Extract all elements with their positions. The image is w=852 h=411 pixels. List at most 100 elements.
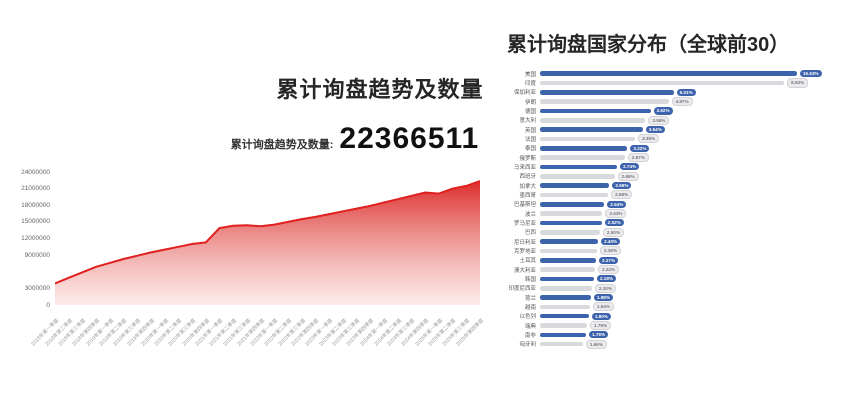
country-value-badge: 2.50% xyxy=(602,227,624,237)
x-tick-label: 2024年第三季度 xyxy=(386,317,417,348)
x-tick-label: 2025年第二季度 xyxy=(427,317,458,348)
country-bar[interactable] xyxy=(540,173,615,179)
country-label: 巴西 xyxy=(524,230,536,237)
country-bar[interactable] xyxy=(540,192,609,198)
country-row: 土耳其 2.27% xyxy=(492,256,844,265)
country-bar[interactable] xyxy=(540,295,591,300)
country-bar[interactable] xyxy=(540,285,592,291)
country-bar[interactable] xyxy=(540,201,605,207)
y-tick-label: 21000000 xyxy=(21,185,50,193)
area-chart[interactable] xyxy=(55,172,480,305)
country-row: 尼日利亚 2.40% xyxy=(492,237,844,246)
country-value-badge: 2.39% xyxy=(600,246,622,256)
country-label: 澳大利亚 xyxy=(513,267,536,274)
trend-chart-title: 累计询盘趋势及数量 xyxy=(276,77,484,102)
country-value-badge: 8.93% xyxy=(787,78,809,88)
country-bar[interactable] xyxy=(540,90,674,95)
x-tick-label: 2018年第一季度 xyxy=(30,317,60,348)
x-tick-label: 2018年第四季度 xyxy=(71,317,102,348)
country-label: 德国 xyxy=(524,108,536,115)
country-label: 印度尼西亚 xyxy=(508,286,536,293)
country-bar[interactable] xyxy=(540,304,590,310)
x-tick-label: 2021年第二季度 xyxy=(208,317,239,348)
country-value-badge: 2.65% xyxy=(617,171,639,181)
x-tick-label: 2019年第二季度 xyxy=(98,317,129,348)
country-row: 德国 3.62% xyxy=(492,106,844,115)
country-label: 克罗地亚 xyxy=(513,248,536,255)
country-bar[interactable] xyxy=(540,313,589,319)
country-value-badge: 3.54% xyxy=(645,126,665,134)
country-bar[interactable] xyxy=(540,145,628,151)
country-value-badge: 4.87% xyxy=(671,97,693,107)
country-bar[interactable] xyxy=(540,267,595,272)
country-row: 克罗地亚 2.39% xyxy=(492,246,844,256)
country-bar[interactable] xyxy=(540,71,797,76)
country-bar[interactable] xyxy=(540,248,598,254)
country-label: 俄罗斯 xyxy=(519,155,536,162)
country-row: 以色列 1.80% xyxy=(492,312,844,321)
country-value-badge: 2.59% xyxy=(612,182,632,190)
country-bar[interactable] xyxy=(540,276,594,282)
country-row: 南非 1.76% xyxy=(492,330,844,339)
country-value-badge: 3.35% xyxy=(638,134,660,144)
x-tick-label: 2021年第三季度 xyxy=(222,317,252,348)
country-label: 南非 xyxy=(524,332,536,339)
trend-line[interactable] xyxy=(55,180,480,285)
country-row: 俄罗斯 2.87% xyxy=(492,153,844,163)
x-tick-label: 2022年第二季度 xyxy=(263,317,294,348)
x-tick-label: 2019年第一季度 xyxy=(84,317,115,348)
country-bar[interactable] xyxy=(540,80,785,86)
y-tick-label: 15000000 xyxy=(21,218,50,226)
trend-stat: 累计询盘趋势及数量: 22366511 xyxy=(120,122,590,156)
x-tick-label: 2024年第二季度 xyxy=(372,317,403,348)
country-bar[interactable] xyxy=(540,183,610,188)
country-bar[interactable] xyxy=(540,341,583,347)
country-chart-title: 累计询盘国家分布（全球前30） xyxy=(507,34,790,56)
country-label: 罗马尼亚 xyxy=(513,220,536,227)
country-bar[interactable] xyxy=(540,332,586,338)
country-value-badge: 2.18% xyxy=(596,275,616,283)
country-label: 马来西亚 xyxy=(513,164,536,171)
country-row: 伊朗 4.87% xyxy=(492,97,844,107)
country-bar[interactable] xyxy=(540,108,651,114)
country-bar[interactable] xyxy=(540,127,643,132)
country-label: 以色列 xyxy=(519,314,536,321)
x-tick-label: 2018年第三季度 xyxy=(57,317,88,348)
country-row: 巴西 2.50% xyxy=(492,227,844,237)
y-tick-label: 24000000 xyxy=(21,168,50,176)
trend-stat-label: 累计询盘趋势及数量: xyxy=(230,139,334,151)
country-value-badge: 3.55% xyxy=(648,115,670,125)
country-value-badge: 2.74% xyxy=(620,163,640,171)
country-value-badge: 1.66% xyxy=(585,339,607,349)
country-row: 西班牙 2.65% xyxy=(492,171,844,181)
country-bar[interactable] xyxy=(540,136,636,142)
area-fill[interactable] xyxy=(55,181,480,305)
country-bar[interactable] xyxy=(540,257,597,263)
country-value-badge: 3.22% xyxy=(630,144,650,152)
country-bar[interactable] xyxy=(540,220,602,226)
country-bar[interactable] xyxy=(540,155,625,160)
country-label: 越南 xyxy=(524,304,536,311)
country-row: 波兰 2.53% xyxy=(492,209,844,219)
country-label: 加拿大 xyxy=(519,183,536,190)
y-tick-label: 3000000 xyxy=(24,284,50,292)
country-bar[interactable] xyxy=(540,211,603,216)
country-value-badge: 2.87% xyxy=(627,153,649,163)
country-bar[interactable] xyxy=(540,239,599,244)
country-row: 英国 3.54% xyxy=(492,125,844,134)
country-label: 美国 xyxy=(524,71,536,78)
country-bar[interactable] xyxy=(540,164,618,170)
x-tick-label: 2021年第一季度 xyxy=(194,317,225,348)
country-bar[interactable] xyxy=(540,323,588,328)
country-bar[interactable] xyxy=(540,99,669,104)
country-label: 韩国 xyxy=(524,276,536,283)
country-row: 法国 3.35% xyxy=(492,134,844,144)
country-label: 泰国 xyxy=(524,146,536,153)
x-tick-label: 2018年第二季度 xyxy=(43,317,74,348)
country-bar[interactable] xyxy=(540,118,646,123)
country-bar[interactable] xyxy=(540,229,600,235)
country-value-badge: 1.79% xyxy=(590,321,612,331)
country-label: 荷兰 xyxy=(524,295,536,302)
x-tick-label: 2025年第四季度 xyxy=(455,317,485,348)
